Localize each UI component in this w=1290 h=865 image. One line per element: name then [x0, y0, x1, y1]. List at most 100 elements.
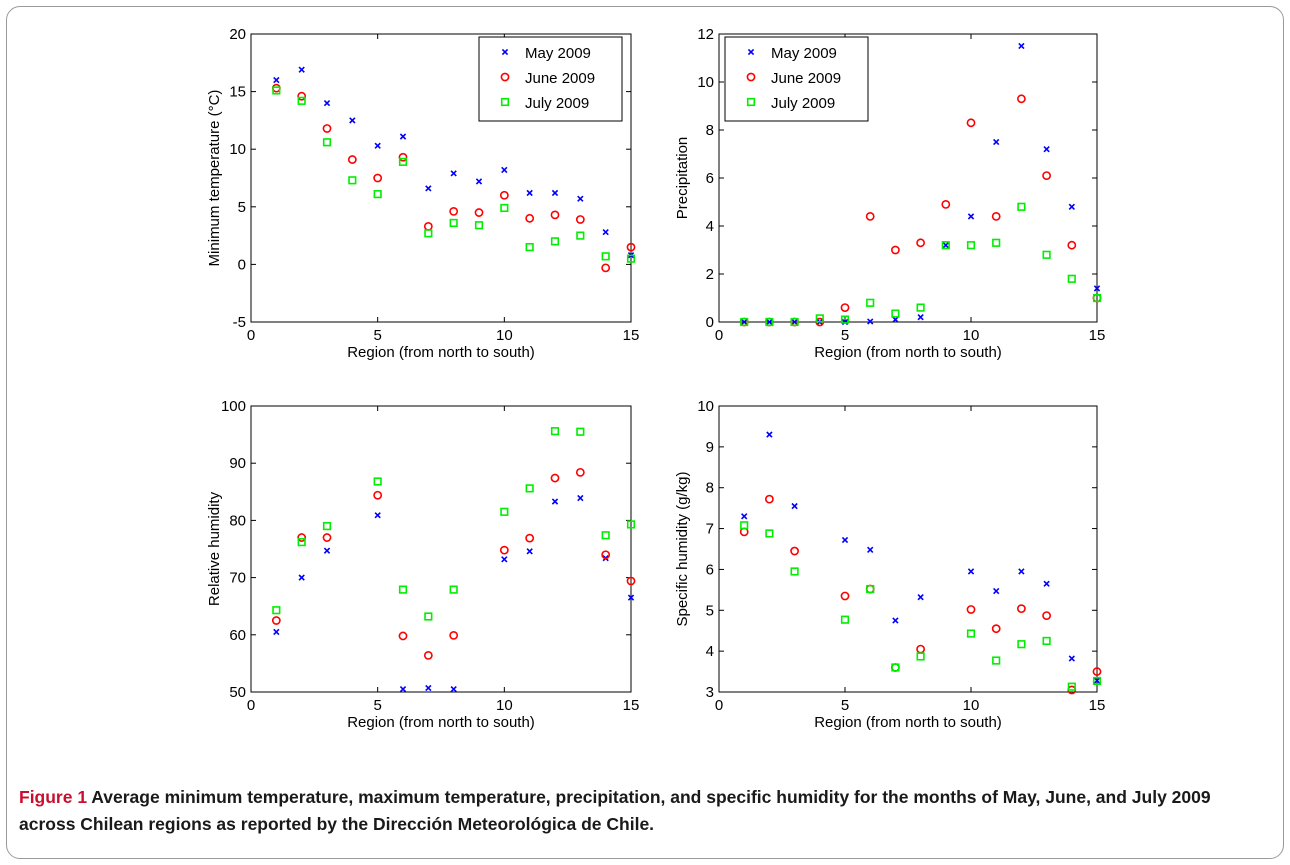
x-tick-label: 0: [715, 327, 723, 344]
data-point: [398, 585, 408, 594]
data-point: [474, 208, 484, 217]
data-point: [891, 663, 900, 672]
marker-stroke: [1093, 285, 1101, 292]
x-axis-label: Region (from north to south): [347, 344, 535, 361]
data-point: [602, 228, 609, 236]
marker-stroke: [399, 685, 407, 693]
data-point: [1017, 202, 1026, 211]
data-point: [475, 178, 483, 185]
data-point: [425, 185, 432, 192]
y-tick-label: 4: [706, 218, 714, 235]
data-point: [1042, 250, 1051, 259]
data-point: [501, 166, 508, 174]
marker-stroke: [747, 48, 755, 56]
legend-marker: [746, 97, 756, 107]
data-point: [374, 512, 381, 519]
x-tick-label: 5: [373, 327, 381, 344]
data-point: [790, 317, 799, 327]
series-july-2009: [272, 427, 636, 621]
data-point: [840, 303, 850, 312]
marker-stroke: [374, 142, 381, 149]
marker-stroke: [501, 556, 508, 563]
marker-stroke: [602, 228, 609, 236]
data-point: [373, 190, 382, 199]
data-point: [601, 531, 610, 540]
marker-stroke: [867, 318, 874, 325]
legend-marker: [501, 48, 509, 56]
figure-frame: [6, 6, 1284, 859]
x-tick-label: 5: [373, 697, 381, 714]
y-axis-label: Precipitation: [674, 137, 691, 220]
data-point: [347, 155, 357, 164]
legend-label: July 2009: [525, 95, 589, 112]
marker-stroke: [993, 138, 1000, 146]
marker-stroke: [1093, 677, 1101, 684]
data-point: [626, 254, 636, 263]
data-point: [867, 546, 874, 553]
data-point: [576, 427, 585, 436]
data-point: [499, 190, 509, 200]
legend-box: [478, 36, 623, 122]
data-point: [271, 616, 281, 625]
data-point: [474, 221, 484, 230]
y-tick-label: 15: [229, 84, 246, 101]
data-point: [526, 189, 533, 197]
data-point: [577, 494, 584, 502]
data-point: [841, 318, 849, 326]
y-tick-label: 3: [706, 684, 714, 701]
data-point: [790, 546, 799, 556]
x-tick-label: 0: [247, 327, 255, 344]
legend: May 2009 June 2009 July 2009: [478, 36, 623, 122]
marker-stroke: [993, 587, 1000, 595]
data-point: [398, 157, 408, 166]
data-point: [1068, 203, 1075, 210]
data-point: [298, 66, 305, 73]
data-point: [791, 502, 798, 510]
x-tick-label: 0: [247, 697, 255, 714]
data-point: [500, 203, 509, 213]
x-tick-label: 10: [496, 697, 513, 714]
data-point: [450, 685, 457, 693]
data-point: [1018, 42, 1025, 50]
marker-stroke: [273, 628, 280, 636]
series-may-2009: [273, 494, 635, 693]
marker-stroke: [791, 502, 798, 510]
marker-stroke: [1018, 568, 1025, 575]
y-tick-label: 9: [706, 439, 714, 456]
y-tick-label: 5: [238, 199, 246, 216]
data-point: [1043, 580, 1050, 587]
data-point: [551, 498, 559, 505]
data-point: [1092, 667, 1102, 676]
data-point: [790, 567, 799, 576]
data-point: [765, 494, 774, 504]
data-point: [450, 170, 457, 177]
data-point: [765, 529, 774, 538]
y-axis-label: Specific humidity (g/kg): [674, 471, 691, 626]
data-point: [741, 513, 748, 520]
x-tick-label: 10: [963, 327, 980, 344]
y-tick-label: 5: [706, 602, 714, 619]
y-tick-label: 2: [706, 266, 714, 283]
data-point: [550, 427, 560, 436]
marker-stroke: [1043, 580, 1050, 587]
data-point: [1093, 677, 1101, 684]
data-point: [1067, 274, 1076, 283]
chart-panel-3: 0 5 10 15 50 60 70 80 90 100 Region (from north to…: [206, 398, 639, 731]
plot-area-border: [718, 405, 1098, 693]
marker-stroke: [766, 431, 773, 438]
data-point: [966, 605, 976, 614]
data-point: [399, 685, 407, 693]
y-tick-label: 20: [229, 26, 246, 43]
data-point: [425, 684, 432, 692]
marker-stroke: [1043, 146, 1050, 153]
data-point: [374, 142, 381, 149]
data-point: [501, 556, 508, 563]
legend-label: June 2009: [525, 70, 595, 87]
x-tick-label: 15: [623, 327, 640, 344]
series-july-2009: [740, 521, 1102, 691]
data-point: [1067, 682, 1076, 691]
data-point: [916, 644, 925, 654]
data-point: [298, 574, 305, 581]
data-point: [626, 242, 636, 252]
x-tick-label: 5: [841, 327, 849, 344]
